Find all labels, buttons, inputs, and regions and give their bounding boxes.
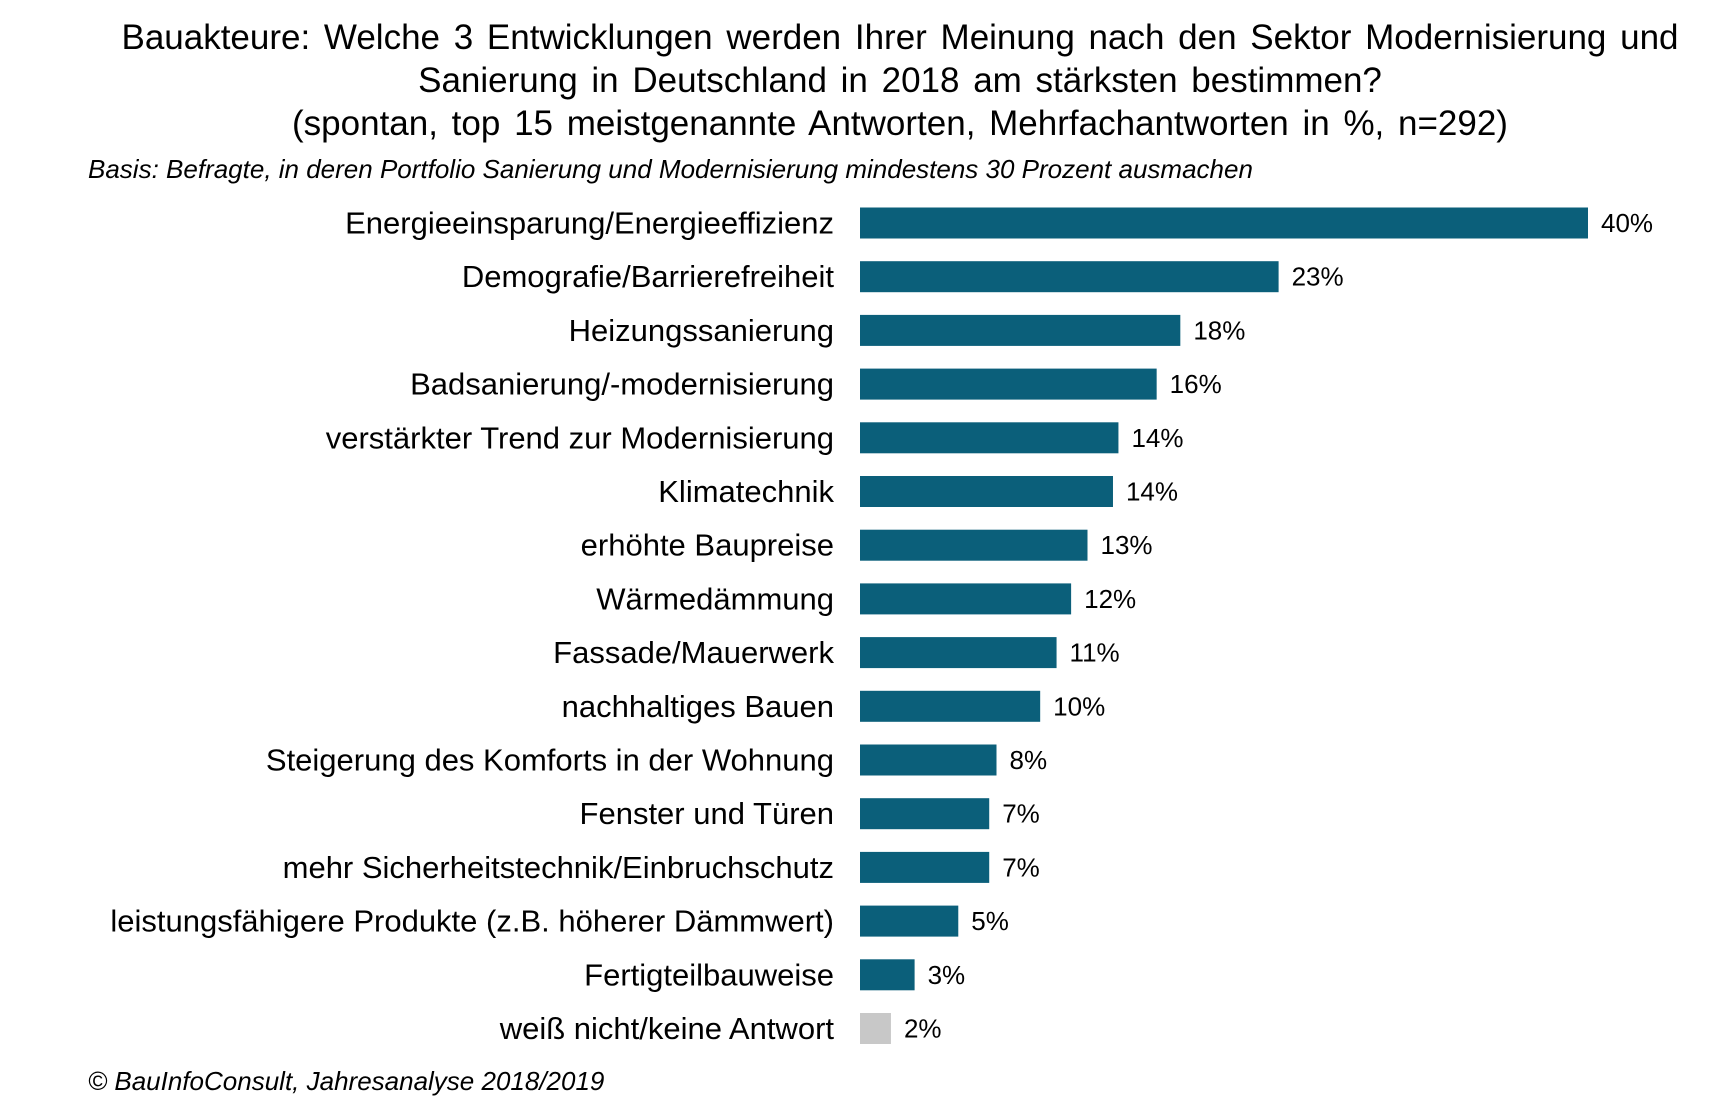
- category-label: Klimatechnik: [658, 474, 834, 509]
- category-label: Demografie/Barrierefreiheit: [462, 259, 835, 294]
- category-label: Energieeinsparung/Energieeffizienz: [345, 206, 834, 241]
- value-label: 23%: [1292, 262, 1344, 292]
- chart-title-line-3: (spontan, top 15 meistgenannte Antworten…: [292, 104, 1508, 143]
- category-label: Fertigteilbauweise: [584, 957, 834, 992]
- bar: [860, 368, 1157, 400]
- chart-subtitle: Basis: Befragte, in deren Portfolio Sani…: [88, 154, 1253, 184]
- category-label: Heizungssanierung: [569, 313, 834, 348]
- source-note: © BauInfoConsult, Jahresanalyse 2018/201…: [88, 1066, 605, 1096]
- chart-title-line-2: Sanierung in Deutschland in 2018 am stär…: [418, 61, 1382, 100]
- value-label: 12%: [1084, 584, 1136, 614]
- value-label: 14%: [1131, 423, 1183, 453]
- category-label: mehr Sicherheitstechnik/Einbruchschutz: [283, 850, 834, 885]
- value-label: 5%: [971, 906, 1009, 936]
- bar: [860, 422, 1119, 454]
- value-label: 11%: [1070, 638, 1120, 668]
- bar: [860, 637, 1057, 669]
- bar: [860, 905, 959, 937]
- category-label: Fenster und Türen: [580, 796, 834, 831]
- bar: [860, 314, 1181, 346]
- value-label: 7%: [1002, 852, 1040, 882]
- value-label: 40%: [1601, 208, 1653, 238]
- bar: [860, 959, 915, 991]
- value-label: 3%: [928, 960, 966, 990]
- category-label: Badsanierung/-modernisierung: [410, 367, 834, 402]
- category-label: leistungsfähigere Produkte (z.B. höherer…: [110, 904, 834, 939]
- category-label: Wärmedämmung: [596, 581, 834, 616]
- value-label: 16%: [1170, 369, 1222, 399]
- chart-title-line-1: Bauakteure: Welche 3 Entwicklungen werde…: [121, 18, 1679, 57]
- category-label: weiß nicht/keine Antwort: [499, 1011, 835, 1046]
- value-label: 18%: [1193, 315, 1245, 345]
- category-label: Steigerung des Komforts in der Wohnung: [266, 743, 834, 778]
- category-label: verstärkter Trend zur Modernisierung: [326, 420, 834, 455]
- category-label: erhöhte Baupreise: [581, 528, 834, 563]
- bar: [860, 207, 1588, 239]
- value-label: 7%: [1002, 799, 1040, 829]
- bar: [860, 851, 990, 883]
- value-label: 8%: [1010, 745, 1048, 775]
- bar: [860, 261, 1279, 293]
- bar: [860, 476, 1113, 507]
- value-label: 2%: [904, 1014, 942, 1044]
- bar: [860, 798, 990, 830]
- value-label: 10%: [1053, 691, 1105, 721]
- value-label: 14%: [1126, 477, 1178, 507]
- value-label: 13%: [1101, 530, 1153, 560]
- bar: [860, 583, 1072, 615]
- bar: [860, 744, 997, 776]
- chart-title: Bauakteure: Welche 3 Entwicklungen werde…: [80, 16, 1720, 145]
- bar: [860, 690, 1041, 722]
- category-label: Fassade/Mauerwerk: [553, 635, 834, 670]
- bar: [860, 1013, 891, 1044]
- bar: [860, 529, 1088, 561]
- category-label: nachhaltiges Bauen: [562, 689, 834, 724]
